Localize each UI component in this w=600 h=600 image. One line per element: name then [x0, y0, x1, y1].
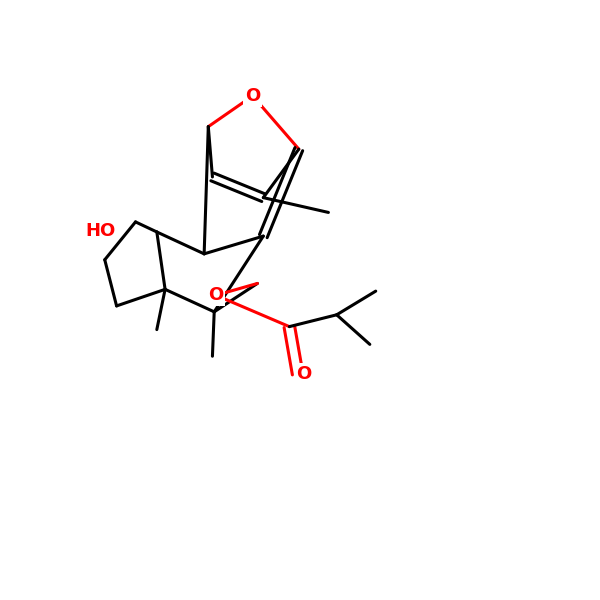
- Text: HO: HO: [85, 222, 115, 240]
- Text: O: O: [208, 286, 224, 304]
- Text: O: O: [245, 87, 260, 105]
- Text: O: O: [296, 365, 311, 383]
